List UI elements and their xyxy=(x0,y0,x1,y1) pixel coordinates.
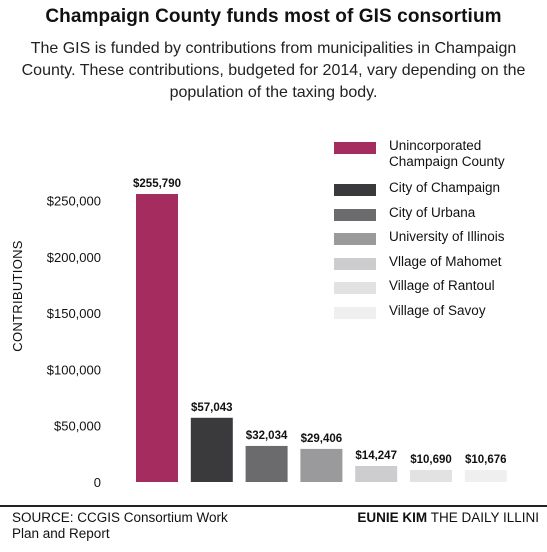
legend-item: Village of Savoy xyxy=(334,303,539,328)
credit-author: EUNIE KIM xyxy=(357,510,428,525)
y-axis-ticks: 0 $50,000 $100,000 $150,000 $200,000 $250,000 xyxy=(47,194,101,490)
legend-label: City of Champaign xyxy=(389,180,501,195)
legend-item: Village of Rantoul xyxy=(334,278,539,303)
bar xyxy=(245,445,288,482)
legend-label: Vllage of Mahomet xyxy=(389,253,502,269)
bar xyxy=(410,469,452,482)
legend-label: University of Illinois xyxy=(389,229,505,244)
y-tick-label: $250,000 xyxy=(47,194,101,209)
data-labels: $255,790 $57,043 $32,034 $29,406 $14,247 $10,… xyxy=(133,178,507,466)
legend-item: City of Urbana xyxy=(334,205,539,230)
bars xyxy=(136,194,507,482)
bar xyxy=(136,194,178,482)
legend-swatch xyxy=(334,142,376,154)
footer-divider xyxy=(0,505,547,507)
legend-item: Vllage of Mahomet xyxy=(334,254,539,279)
bar xyxy=(355,465,398,482)
data-label: $14,247 xyxy=(355,450,397,462)
bar xyxy=(464,469,507,482)
data-label: $32,034 xyxy=(246,430,288,442)
bar xyxy=(300,448,343,482)
data-label: $29,406 xyxy=(301,433,343,445)
legend: Unincorporated Champaign County City of Ch… xyxy=(334,138,539,327)
data-label: $255,790 xyxy=(133,178,181,190)
legend-item: City of Champaign xyxy=(334,180,539,205)
y-tick-label: $100,000 xyxy=(47,362,101,377)
y-axis-label: CONTRIBUTIONS xyxy=(10,240,25,352)
legend-swatch xyxy=(334,306,376,319)
legend-swatch xyxy=(334,233,376,245)
legend-label: Village of Rantoul xyxy=(389,278,495,293)
chart-title: Champaign County funds most of GIS conso… xyxy=(45,6,502,27)
y-tick-label: $150,000 xyxy=(47,306,101,321)
y-tick-label: $200,000 xyxy=(47,250,101,265)
bar xyxy=(190,417,233,482)
data-label: $10,676 xyxy=(465,454,507,466)
credit: EUNIE KIM THE DAILY ILLINI xyxy=(357,510,539,525)
legend-swatch xyxy=(334,184,376,196)
chart-subtitle: The GIS is funded by contributions from … xyxy=(21,40,526,101)
legend-swatch xyxy=(334,282,376,294)
y-tick-label: $50,000 xyxy=(54,419,101,434)
legend-item: Unincorporated Champaign County xyxy=(334,138,539,180)
credit-organization: THE DAILY ILLINI xyxy=(430,510,539,525)
legend-swatch xyxy=(334,208,376,221)
legend-item: University of Illinois xyxy=(334,229,539,254)
legend-swatch xyxy=(334,257,376,270)
source-note: SOURCE: CCGIS Consortium Work Plan and R… xyxy=(12,510,228,541)
bar-chart: CONTRIBUTIONS 0 $50,000 $100,000 $150,000 $2… xyxy=(10,178,507,490)
data-label: $10,690 xyxy=(410,454,452,466)
legend-label: Unincorporated Champaign County xyxy=(389,138,505,169)
legend-label: City of Urbana xyxy=(389,204,476,220)
y-axis-label-group: CONTRIBUTIONS xyxy=(10,240,25,352)
y-tick-label: 0 xyxy=(94,475,101,490)
data-label: $57,043 xyxy=(191,402,233,414)
legend-label: Village of Savoy xyxy=(389,302,486,318)
